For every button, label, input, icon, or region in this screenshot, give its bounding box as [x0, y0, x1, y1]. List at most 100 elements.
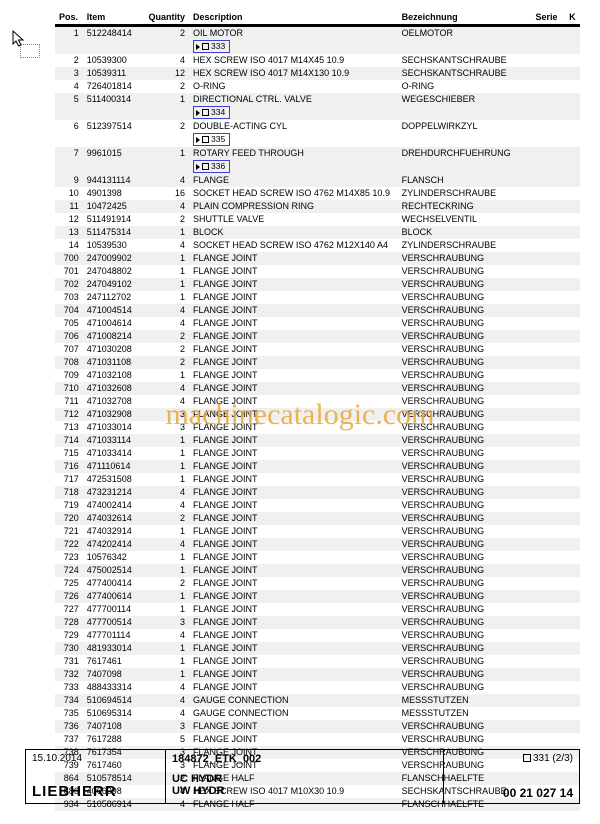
- table-row[interactable]: 65123975142DOUBLE-ACTING CYL335DOPPELWIR…: [55, 120, 580, 147]
- table-row[interactable]: 7124710329083FLANGE JOINTVERSCHRAUBUNG: [55, 408, 580, 421]
- cell-pos: 726: [55, 590, 83, 603]
- cell-pos: 5: [55, 93, 83, 120]
- col-desc: Description: [189, 10, 398, 26]
- table-row[interactable]: 7284777005143FLANGE JOINTVERSCHRAUBUNG: [55, 616, 580, 629]
- cell-k: [565, 694, 580, 707]
- table-row[interactable]: 7345106945144GAUGE CONNECTIONMESSSTUTZEN: [55, 694, 580, 707]
- table-row[interactable]: 7204740326142FLANGE JOINTVERSCHRAUBUNG: [55, 512, 580, 525]
- cell-pos: 10: [55, 187, 83, 200]
- cell-serie: [531, 239, 565, 252]
- table-row[interactable]: 73776172885FLANGE JOINTVERSCHRAUBUNG: [55, 733, 580, 746]
- cell-k: [565, 239, 580, 252]
- cell-item: 471004614: [83, 317, 145, 330]
- triangle-icon: [196, 110, 200, 116]
- cell-qty: 4: [145, 200, 190, 213]
- table-row[interactable]: 7074710302082FLANGE JOINTVERSCHRAUBUNG: [55, 343, 580, 356]
- cell-desc: FLANGE JOINT: [189, 460, 398, 473]
- cell-desc: FLANGE JOINT: [189, 252, 398, 265]
- table-row[interactable]: 14105395304SOCKET HEAD SCREW ISO 4762 M1…: [55, 239, 580, 252]
- cell-k: [565, 120, 580, 147]
- table-row[interactable]: 723105763421FLANGE JOINTVERSCHRAUBUNG: [55, 551, 580, 564]
- table-row[interactable]: 7134710330143FLANGE JOINTVERSCHRAUBUNG: [55, 421, 580, 434]
- table-row[interactable]: 7294777011144FLANGE JOINTVERSCHRAUBUNG: [55, 629, 580, 642]
- cell-item: 477700514: [83, 616, 145, 629]
- table-row[interactable]: 7012470488021FLANGE JOINTVERSCHRAUBUNG: [55, 265, 580, 278]
- cell-desc: FLANGE JOINT: [189, 278, 398, 291]
- cell-bez: VERSCHRAUBUNG: [398, 668, 532, 681]
- cell-k: [565, 551, 580, 564]
- table-row[interactable]: 7154710334141FLANGE JOINTVERSCHRAUBUNG: [55, 447, 580, 460]
- table-row[interactable]: 73274070981FLANGE JOINTVERSCHRAUBUNG: [55, 668, 580, 681]
- cell-k: [565, 93, 580, 120]
- table-row[interactable]: 7334884333144FLANGE JOINTVERSCHRAUBUNG: [55, 681, 580, 694]
- table-row[interactable]: 47264018142O-RINGO-RING: [55, 80, 580, 93]
- cell-bez: VERSCHRAUBUNG: [398, 460, 532, 473]
- sublink[interactable]: 335: [193, 133, 230, 146]
- cell-item: 511491914: [83, 213, 145, 226]
- cell-bez: VERSCHRAUBUNG: [398, 395, 532, 408]
- table-row[interactable]: 7194740024144FLANGE JOINTVERSCHRAUBUNG: [55, 499, 580, 512]
- cell-bez: VERSCHRAUBUNG: [398, 356, 532, 369]
- table-row[interactable]: 99441311144FLANGEFLANSCH: [55, 174, 580, 187]
- cell-desc: FLANGE JOINT: [189, 356, 398, 369]
- cell-qty: 4: [145, 707, 190, 720]
- cell-item: 726401814: [83, 80, 145, 93]
- table-row[interactable]: 7214740329141FLANGE JOINTVERSCHRAUBUNG: [55, 525, 580, 538]
- table-row[interactable]: 7084710311082FLANGE JOINTVERSCHRAUBUNG: [55, 356, 580, 369]
- table-row[interactable]: 7094710321081FLANGE JOINTVERSCHRAUBUNG: [55, 369, 580, 382]
- table-row[interactable]: 7355106953144GAUGE CONNECTIONMESSSTUTZEN: [55, 707, 580, 720]
- cell-serie: [531, 343, 565, 356]
- table-row[interactable]: 7022470491021FLANGE JOINTVERSCHRAUBUNG: [55, 278, 580, 291]
- cell-item: 477400614: [83, 590, 145, 603]
- table-row[interactable]: 10490139816SOCKET HEAD SCREW ISO 4762 M1…: [55, 187, 580, 200]
- cell-item: 247048802: [83, 265, 145, 278]
- table-row[interactable]: 7254774004142FLANGE JOINTVERSCHRAUBUNG: [55, 577, 580, 590]
- table-row[interactable]: 7104710326084FLANGE JOINTVERSCHRAUBUNG: [55, 382, 580, 395]
- table-row[interactable]: 2105393004HEX SCREW ISO 4017 M14X45 10.9…: [55, 54, 580, 67]
- table-row[interactable]: 7044710045144FLANGE JOINTVERSCHRAUBUNG: [55, 304, 580, 317]
- table-row[interactable]: 73674071083FLANGE JOINTVERSCHRAUBUNG: [55, 720, 580, 733]
- table-row[interactable]: 7064710082142FLANGE JOINTVERSCHRAUBUNG: [55, 330, 580, 343]
- square-icon: [202, 43, 209, 50]
- cell-pos: 728: [55, 616, 83, 629]
- table-row[interactable]: 7002470099021FLANGE JOINTVERSCHRAUBUNG: [55, 252, 580, 265]
- cell-item: 471031108: [83, 356, 145, 369]
- sublink[interactable]: 334: [193, 106, 230, 119]
- cell-k: [565, 616, 580, 629]
- parts-table: Pos. Item Quantity Description Bezeichnu…: [55, 10, 580, 811]
- table-row[interactable]: 7054710046144FLANGE JOINTVERSCHRAUBUNG: [55, 317, 580, 330]
- table-row[interactable]: 7164711106141FLANGE JOINTVERSCHRAUBUNG: [55, 460, 580, 473]
- table-row[interactable]: 7264774006141FLANGE JOINTVERSCHRAUBUNG: [55, 590, 580, 603]
- table-row[interactable]: 7174725315081FLANGE JOINTVERSCHRAUBUNG: [55, 473, 580, 486]
- sublink[interactable]: 336: [193, 160, 230, 173]
- cell-serie: [531, 603, 565, 616]
- table-row[interactable]: 7114710327084FLANGE JOINTVERSCHRAUBUNG: [55, 395, 580, 408]
- table-row[interactable]: 11104724254PLAIN COMPRESSION RINGRECHTEC…: [55, 200, 580, 213]
- sublink[interactable]: 333: [193, 40, 230, 53]
- cell-pos: 714: [55, 434, 83, 447]
- table-row[interactable]: 7184732312144FLANGE JOINTVERSCHRAUBUNG: [55, 486, 580, 499]
- table-row[interactable]: 7144710331141FLANGE JOINTVERSCHRAUBUNG: [55, 434, 580, 447]
- table-row[interactable]: 799610151ROTARY FEED THROUGH336DREHDURCH…: [55, 147, 580, 174]
- cell-bez: VERSCHRAUBUNG: [398, 473, 532, 486]
- table-row[interactable]: 15122484142OIL MOTOR333OELMOTOR: [55, 26, 580, 55]
- cell-qty: 4: [145, 317, 190, 330]
- table-row[interactable]: 7032471127021FLANGE JOINTVERSCHRAUBUNG: [55, 291, 580, 304]
- table-row[interactable]: 7274777001141FLANGE JOINTVERSCHRAUBUNG: [55, 603, 580, 616]
- table-header-row: Pos. Item Quantity Description Bezeichnu…: [55, 10, 580, 26]
- table-row[interactable]: 7224742024144FLANGE JOINTVERSCHRAUBUNG: [55, 538, 580, 551]
- table-row[interactable]: 7304819330141FLANGE JOINTVERSCHRAUBUNG: [55, 642, 580, 655]
- cell-serie: [531, 26, 565, 55]
- cell-bez: MESSSTUTZEN: [398, 694, 532, 707]
- table-row[interactable]: 135114753141BLOCKBLOCK: [55, 226, 580, 239]
- table-row[interactable]: 55114003141DIRECTIONAL CTRL. VALVE334WEG…: [55, 93, 580, 120]
- table-row[interactable]: 31053931112HEX SCREW ISO 4017 M14X130 10…: [55, 67, 580, 80]
- cell-pos: 733: [55, 681, 83, 694]
- cell-desc: FLANGE JOINT: [189, 408, 398, 421]
- cell-qty: 2: [145, 330, 190, 343]
- cell-k: [565, 642, 580, 655]
- cell-item: 472531508: [83, 473, 145, 486]
- table-row[interactable]: 73176174611FLANGE JOINTVERSCHRAUBUNG: [55, 655, 580, 668]
- table-row[interactable]: 7244750025141FLANGE JOINTVERSCHRAUBUNG: [55, 564, 580, 577]
- table-row[interactable]: 125114919142SHUTTLE VALVEWECHSELVENTIL: [55, 213, 580, 226]
